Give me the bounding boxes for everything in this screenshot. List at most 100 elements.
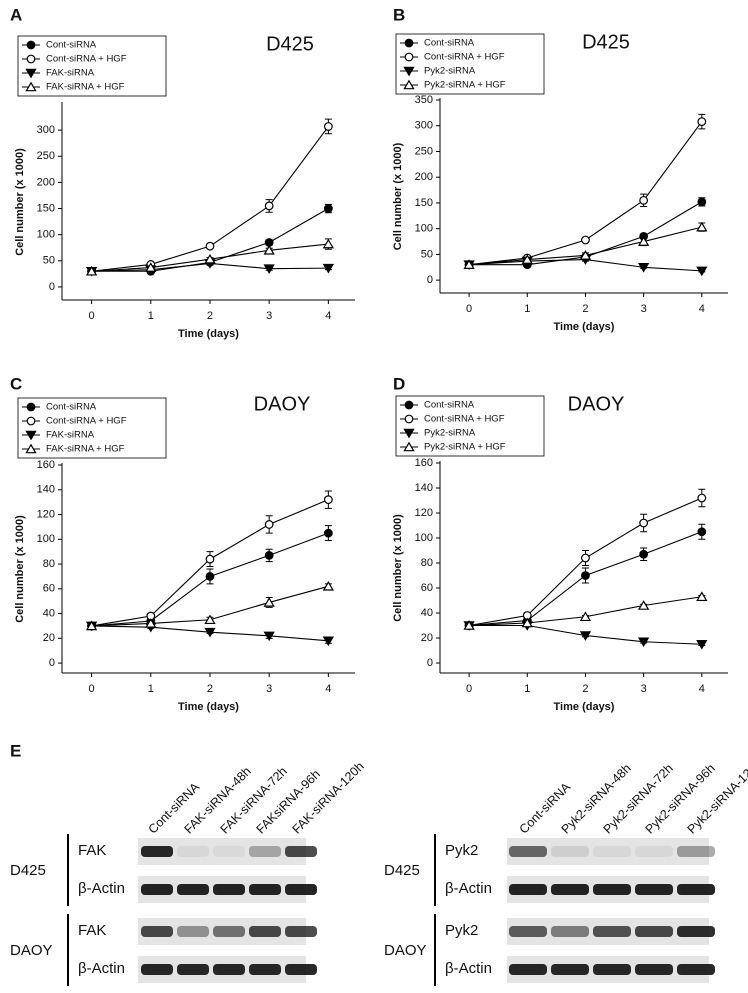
marker xyxy=(25,430,37,441)
band xyxy=(177,846,209,857)
band xyxy=(635,926,673,937)
legend-label: Pyk2-siRNA + HGF xyxy=(424,442,506,453)
marker xyxy=(697,527,707,537)
x-tick-label: 2 xyxy=(207,683,213,695)
band xyxy=(213,964,245,975)
cell-line-label: D425 xyxy=(10,862,46,879)
x-tick-label: 3 xyxy=(266,683,272,695)
marker xyxy=(637,637,650,648)
band xyxy=(509,926,547,937)
marker xyxy=(263,245,275,255)
band xyxy=(551,884,589,895)
band xyxy=(141,964,173,975)
y-tick-label: 20 xyxy=(43,632,55,644)
band xyxy=(213,926,245,937)
protein-label: β-Actin xyxy=(78,880,125,897)
legend-label: Cont-siRNA xyxy=(424,38,475,49)
marker xyxy=(696,639,708,650)
protein-label: β-Actin xyxy=(445,960,492,977)
marker xyxy=(637,600,650,610)
marker xyxy=(264,201,274,211)
band xyxy=(551,846,589,857)
protein-label: FAK xyxy=(78,922,106,939)
panel-label: C xyxy=(10,374,22,393)
y-tick-label: 140 xyxy=(37,484,55,496)
x-tick-label: 2 xyxy=(582,683,588,695)
marker xyxy=(264,550,274,560)
y-tick-label: 250 xyxy=(415,145,433,157)
legend-label: Cont-siRNA + HGF xyxy=(424,52,505,63)
band xyxy=(677,926,715,937)
band xyxy=(177,884,209,895)
panel-label: E xyxy=(10,741,21,760)
marker xyxy=(639,549,649,559)
x-tick-label: 0 xyxy=(466,683,472,695)
panel-label: D xyxy=(393,374,405,393)
x-tick-label: 3 xyxy=(641,683,647,695)
band xyxy=(509,846,547,857)
marker xyxy=(322,263,335,274)
marker xyxy=(637,236,650,246)
marker xyxy=(579,631,592,641)
y-axis-label: Cell number (x 1000) xyxy=(14,148,26,256)
x-axis-label: Time (days) xyxy=(554,321,615,333)
marker xyxy=(581,571,590,580)
marker xyxy=(322,581,335,591)
marker xyxy=(581,235,590,245)
marker xyxy=(205,241,215,251)
marker xyxy=(204,614,216,625)
band xyxy=(177,964,209,975)
legend-label: Cont-siRNA xyxy=(46,402,97,413)
legend-label: FAK-siRNA + HGF xyxy=(46,444,125,455)
marker xyxy=(26,40,36,50)
lane-label: Pyk2-siRNA-120h xyxy=(685,756,748,836)
protein-label: β-Actin xyxy=(78,960,125,977)
y-tick-label: 0 xyxy=(49,281,55,293)
lane-label: Pyk2-siRNA-48h xyxy=(559,761,634,836)
y-tick-label: 160 xyxy=(415,457,433,469)
band xyxy=(141,846,173,857)
cell-line-label: DAOY xyxy=(10,942,53,959)
series-line xyxy=(469,596,702,627)
y-tick-label: 40 xyxy=(421,607,433,619)
marker xyxy=(85,265,98,276)
y-tick-label: 40 xyxy=(43,607,55,619)
y-tick-label: 0 xyxy=(49,657,55,669)
lane-label: FAKsiRNA-96h xyxy=(254,767,323,836)
y-tick-label: 140 xyxy=(415,482,433,494)
marker xyxy=(26,416,36,426)
band xyxy=(593,846,631,857)
cell-line-label: D425 xyxy=(384,862,420,879)
marker xyxy=(696,591,708,602)
band xyxy=(285,926,317,937)
chart-title: DAOY xyxy=(568,393,625,415)
y-tick-label: 300 xyxy=(415,120,433,132)
marker xyxy=(581,553,590,563)
x-tick-label: 0 xyxy=(89,683,95,695)
y-axis-label: Cell number (x 1000) xyxy=(392,514,404,622)
band xyxy=(249,926,281,937)
x-tick-label: 1 xyxy=(524,683,530,695)
protein-label: β-Actin xyxy=(445,880,492,897)
band xyxy=(285,964,317,975)
legend-label: Cont-siRNA xyxy=(46,40,97,51)
band xyxy=(593,926,631,937)
marker xyxy=(697,493,707,503)
x-axis-label: Time (days) xyxy=(554,701,615,713)
y-tick-label: 80 xyxy=(43,558,55,570)
y-tick-label: 200 xyxy=(37,176,55,188)
band xyxy=(249,884,281,895)
marker xyxy=(579,611,592,622)
y-tick-label: 100 xyxy=(415,532,433,544)
marker xyxy=(639,518,649,528)
y-tick-label: 120 xyxy=(37,508,55,520)
marker xyxy=(521,254,533,264)
legend-label: Cont-siRNA + HGF xyxy=(46,54,127,65)
marker xyxy=(25,68,37,79)
marker xyxy=(404,38,414,48)
legend-label: Cont-siRNA xyxy=(424,400,475,411)
marker xyxy=(404,414,414,424)
marker xyxy=(263,597,275,607)
x-tick-label: 4 xyxy=(325,310,331,322)
